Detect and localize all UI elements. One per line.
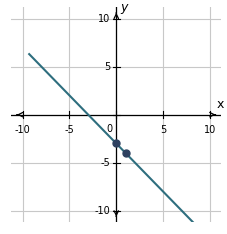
Text: -10: -10 bbox=[15, 125, 30, 135]
Text: 10: 10 bbox=[98, 14, 110, 24]
Text: 10: 10 bbox=[203, 125, 215, 135]
Text: 0: 0 bbox=[106, 124, 112, 134]
Text: -5: -5 bbox=[64, 125, 74, 135]
Text: 5: 5 bbox=[104, 62, 110, 72]
Text: -10: -10 bbox=[94, 206, 110, 216]
Text: -5: -5 bbox=[101, 158, 110, 168]
Text: y: y bbox=[119, 1, 127, 15]
Text: x: x bbox=[216, 98, 223, 111]
Text: 5: 5 bbox=[159, 125, 165, 135]
